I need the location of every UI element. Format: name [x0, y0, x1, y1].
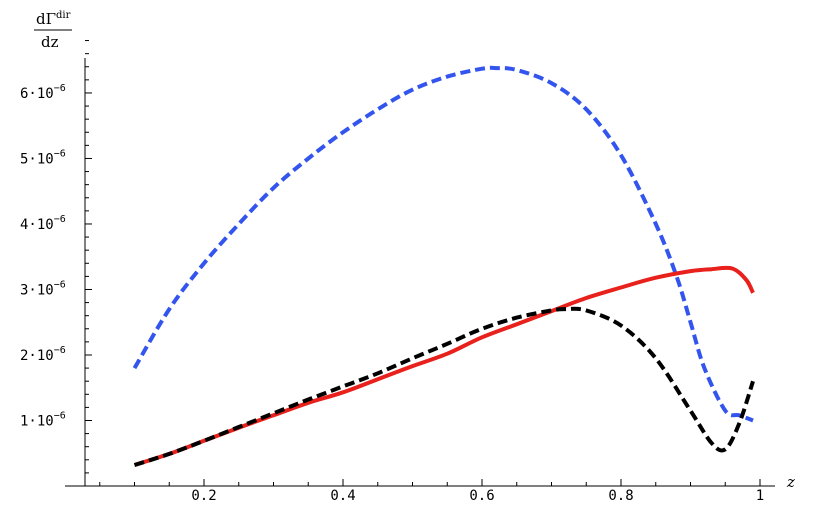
- y-tick-label: 3·10−6: [20, 279, 66, 298]
- y-tick-label: 5·10−6: [20, 148, 66, 167]
- axes: [65, 58, 775, 487]
- series-group: [132, 65, 755, 467]
- x-tick-label: 0.4: [330, 488, 355, 504]
- y-tick-label: 6·10−6: [20, 83, 66, 102]
- tick-labels: 0.2 0.4 0.6 0.8 1 1·10−6 2·10−6 3·10−6 4·10−6 5·1…: [20, 83, 764, 504]
- y-tick-label: 2·10−6: [20, 345, 66, 364]
- ticks: [85, 40, 761, 486]
- y-label-denominator: dz: [41, 33, 59, 51]
- y-axis-label: dΓdir dz: [34, 10, 72, 51]
- series-blue-dashed: [132, 65, 754, 423]
- x-axis-label: z: [786, 473, 795, 491]
- y-tick-label: 4·10−6: [20, 214, 66, 233]
- x-tick-label: 0.6: [469, 488, 494, 504]
- x-tick-label: 0.2: [191, 488, 216, 504]
- y-label-numerator: dΓdir: [36, 10, 71, 28]
- y-label-numerator-base: dΓ: [36, 10, 56, 28]
- y-tick-label: 1·10−6: [20, 410, 66, 429]
- y-label-numerator-sup: dir: [56, 10, 71, 21]
- x-tick-label: 1: [756, 488, 764, 504]
- x-tick-label: 0.8: [608, 488, 633, 504]
- series-black-dashed: [133, 306, 755, 467]
